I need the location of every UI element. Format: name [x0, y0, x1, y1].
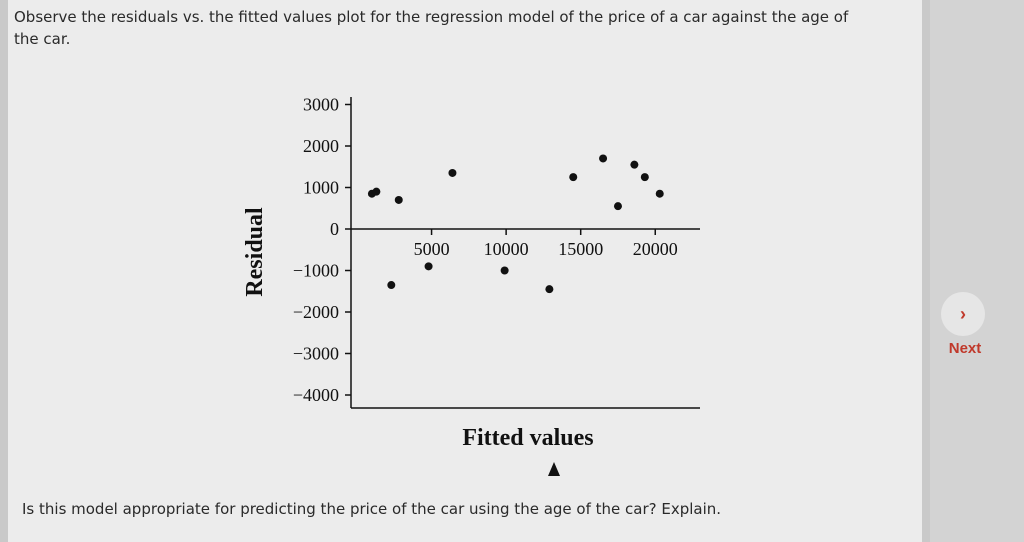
- data-point: [424, 262, 433, 271]
- side-panel: [930, 0, 1024, 542]
- y-tick-label: −4000: [293, 385, 339, 405]
- chevron-right-icon: ›: [960, 303, 966, 324]
- x-tick-label: 5000: [414, 239, 450, 259]
- y-tick-label: −1000: [293, 261, 339, 281]
- next-label[interactable]: Next: [948, 340, 982, 357]
- data-point: [569, 173, 578, 182]
- data-point: [372, 187, 381, 196]
- data-points: [367, 154, 664, 294]
- prompt-text: Is this model appropriate for predicting…: [22, 500, 722, 518]
- data-point: [613, 202, 622, 211]
- data-point: [640, 173, 649, 182]
- y-tick-label: 2000: [303, 136, 339, 156]
- data-point: [394, 195, 403, 204]
- x-tick-label: 20000: [633, 239, 678, 259]
- data-point: [655, 189, 664, 198]
- x-tick-label: 10000: [484, 239, 529, 259]
- x-tick-label: 15000: [558, 239, 603, 259]
- question-text: Observe the residuals vs. the fitted val…: [14, 8, 849, 48]
- data-point: [599, 154, 608, 163]
- x-axis: 5000 10000 15000 20000: [351, 228, 700, 409]
- y-tick-label: −3000: [293, 344, 339, 364]
- y-tick-label: −2000: [293, 302, 339, 322]
- data-point: [387, 281, 396, 290]
- question-card: [8, 0, 922, 542]
- data-point: [630, 160, 639, 169]
- mouse-cursor-icon: [548, 462, 560, 476]
- data-point: [448, 168, 457, 177]
- next-button[interactable]: ›: [941, 292, 985, 336]
- y-tick-label: 3000: [303, 95, 339, 115]
- y-tick-label: 0: [330, 219, 339, 239]
- y-tick-label: 1000: [303, 178, 339, 198]
- y-axis: 3000 2000 1000 0 −1000 −2000 −3000 −4000: [293, 95, 352, 408]
- x-axis-title: Fitted values: [462, 425, 593, 451]
- data-point: [545, 285, 554, 294]
- y-axis-title: Residual: [242, 207, 268, 297]
- data-point: [500, 266, 509, 275]
